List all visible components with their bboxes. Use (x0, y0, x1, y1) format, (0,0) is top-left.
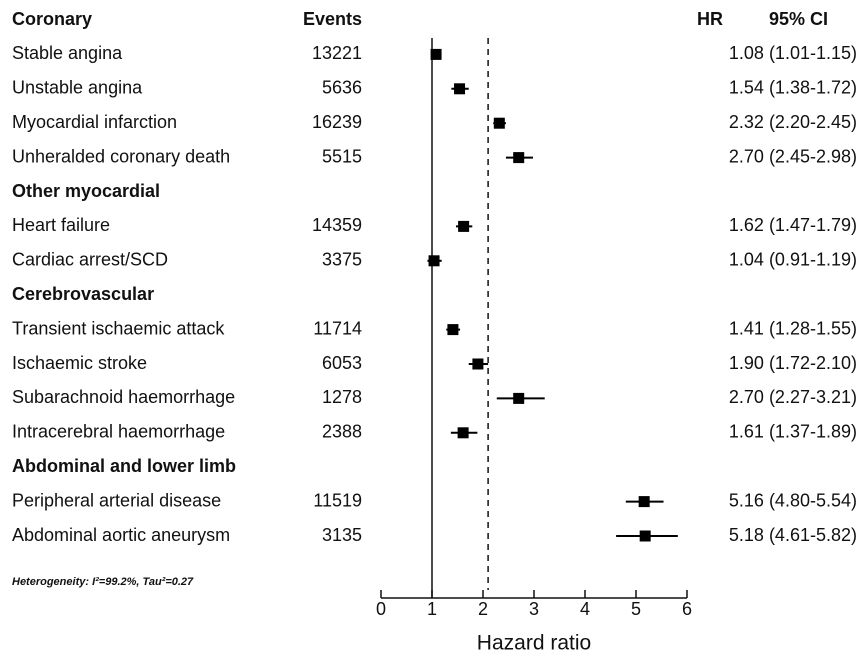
hr-marker (493, 117, 505, 129)
hr-label: 2.32 (2.20-2.45) (729, 112, 857, 132)
events: 11519 (313, 490, 362, 510)
hr-label: 1.04 (0.91-1.19) (729, 250, 857, 270)
hr-marker (457, 427, 469, 439)
x-tick-label: 1 (427, 599, 437, 619)
hr-marker (513, 392, 525, 404)
hr-label: 1.41 (1.28-1.55) (729, 318, 857, 338)
events: 6053 (322, 353, 362, 373)
ci-header: 95% CI (769, 9, 828, 29)
x-axis-label: Hazard ratio (477, 632, 591, 655)
hr-marker (458, 220, 470, 232)
row-label: Ischaemic stroke (12, 353, 147, 373)
events-header: Events (303, 9, 362, 29)
events: 14359 (312, 215, 362, 235)
row-label: Myocardial infarction (12, 112, 177, 132)
hr-marker (513, 152, 525, 164)
events: 16239 (312, 112, 362, 132)
group-label: Other myocardial (12, 181, 160, 201)
hr-label: 5.16 (4.80-5.54) (729, 490, 857, 510)
events: 3375 (322, 250, 362, 270)
hr-marker (454, 83, 466, 95)
events: 13221 (312, 43, 362, 63)
hr-marker (472, 358, 484, 370)
hr-label: 1.62 (1.47-1.79) (729, 215, 857, 235)
events: 3135 (322, 525, 362, 545)
hr-marker (447, 324, 459, 336)
group-label: Cerebrovascular (12, 284, 154, 304)
row-label: Unheralded coronary death (12, 146, 230, 166)
group-label: Abdominal and lower limb (12, 456, 236, 476)
hr-marker (638, 496, 650, 508)
events: 5515 (322, 146, 362, 166)
row-label: Stable angina (12, 43, 123, 63)
hr-label: 1.08 (1.01-1.15) (729, 43, 857, 63)
row-label: Transient ischaemic attack (12, 318, 225, 338)
hr-label: 1.61 (1.37-1.89) (729, 422, 857, 442)
heterogeneity-note: Heterogeneity: I²=99.2%, Tau²=0.27 (12, 576, 194, 588)
x-tick-label: 3 (529, 599, 539, 619)
events: 11714 (313, 318, 362, 338)
group-label: Coronary (12, 9, 92, 29)
row-label: Subarachnoid haemorrhage (12, 387, 235, 407)
hr-marker (430, 48, 442, 60)
hr-label: 1.90 (1.72-2.10) (729, 353, 857, 373)
hr-marker (639, 530, 651, 542)
x-tick-label: 0 (376, 599, 386, 619)
x-tick-label: 6 (682, 599, 692, 619)
row-label: Abdominal aortic aneurysm (12, 525, 230, 545)
row-label: Unstable angina (12, 78, 143, 98)
row-label: Heart failure (12, 215, 110, 235)
x-tick-label: 2 (478, 599, 488, 619)
events: 1278 (322, 387, 362, 407)
hr-label: 5.18 (4.61-5.82) (729, 525, 857, 545)
hr-label: 2.70 (2.27-3.21) (729, 387, 857, 407)
hr-marker (428, 255, 440, 267)
hr-header: HR (697, 9, 723, 29)
row-label: Peripheral arterial disease (12, 490, 221, 510)
hr-label: 1.54 (1.38-1.72) (729, 78, 857, 98)
row-label: Intracerebral haemorrhage (12, 422, 225, 442)
row-label: Cardiac arrest/SCD (12, 250, 168, 270)
hr-label: 2.70 (2.45-2.98) (729, 146, 857, 166)
x-tick-label: 5 (631, 599, 641, 619)
x-tick-label: 4 (580, 599, 590, 619)
events: 2388 (322, 422, 362, 442)
events: 5636 (322, 78, 362, 98)
